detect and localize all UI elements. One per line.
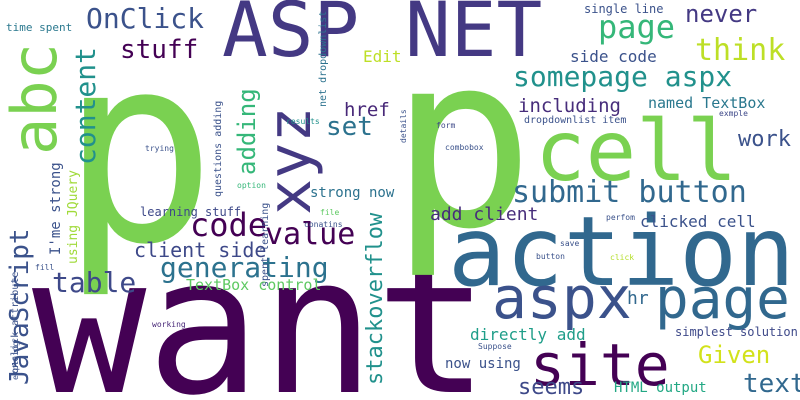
word-exmple-59: exmple: [719, 109, 748, 118]
word-edit-22: Edit: [363, 47, 402, 66]
word-clicked-cell-33: clicked cell: [640, 212, 756, 231]
word-client-side-31: client side: [134, 238, 266, 262]
word-add-client-32: add client: [430, 204, 538, 225]
word-option-62: option: [237, 181, 266, 190]
word-text-36: text: [743, 369, 800, 399]
word-questions-adding-52: questions adding: [213, 101, 224, 197]
word-dropdownlist-item-54: dropdownlist item: [524, 115, 626, 126]
word-page-8: page: [655, 267, 790, 332]
word-i-me-strong-46: I'me strong: [48, 162, 64, 255]
word-think-16: think: [695, 33, 785, 68]
word-submit-button-11: submit button: [512, 175, 747, 210]
word-table-29: table: [52, 266, 136, 299]
word-button-68: button: [536, 252, 565, 261]
word-click-69: click: [610, 253, 634, 262]
word-save-67: save: [560, 239, 579, 248]
word-href-21: href: [344, 99, 390, 121]
word-strong-now-44: strong now: [310, 185, 395, 201]
word-learning-stuff-45: learning stuff: [140, 205, 241, 219]
word-file-64: file: [320, 208, 339, 217]
word-never-15: never: [685, 0, 757, 28]
word-details-57: details: [399, 109, 408, 143]
word-time-spent-50: time spent: [6, 21, 72, 34]
word-spent-learning-55: spent learning: [260, 203, 271, 287]
word-work-25: work: [738, 127, 791, 152]
word-html-output-42: HTML output: [614, 380, 707, 396]
word-suppose-72: Suppose: [478, 342, 512, 351]
word-results-56: results: [286, 117, 320, 126]
word-seems-38: seems: [518, 375, 584, 400]
word-stackoverflow-35: stackoverflow: [363, 212, 388, 385]
word-given-37: Given: [698, 341, 770, 369]
word-adding-19: adding: [233, 88, 261, 175]
word-content-18: content: [69, 47, 102, 165]
word-abc-10: abc: [0, 43, 71, 155]
word-textbox-control-34: TextBox control: [186, 276, 321, 294]
word-simplest-solution-43: simplest solution: [675, 325, 798, 339]
word-conatins-63: conatins: [304, 220, 343, 229]
word-onclick-13: OnClick: [86, 2, 204, 35]
word-side-code-48: side code: [570, 47, 657, 66]
word-stuff-17: stuff: [120, 35, 198, 65]
word-trying-60: trying: [145, 144, 174, 153]
word-including-23: including: [518, 95, 621, 117]
word-working-70: working: [152, 320, 186, 329]
word-fill-66: fill: [35, 263, 54, 272]
word-form-58: form: [436, 121, 455, 130]
word-hr-39: hr: [627, 288, 649, 309]
word-perfom-65: perfom: [606, 213, 635, 222]
word-using-jquery-47: using JQuery: [66, 170, 81, 264]
word-net-dropdownlist-53: net dropdownlist: [318, 11, 329, 107]
word-combobox-61: combobox: [445, 143, 484, 152]
word-aspx-7: aspx: [492, 264, 632, 332]
word-explaing-71: explaing: [11, 341, 20, 380]
word-single-line-49: single line: [584, 2, 663, 16]
word-now-using-41: now using: [445, 356, 521, 372]
